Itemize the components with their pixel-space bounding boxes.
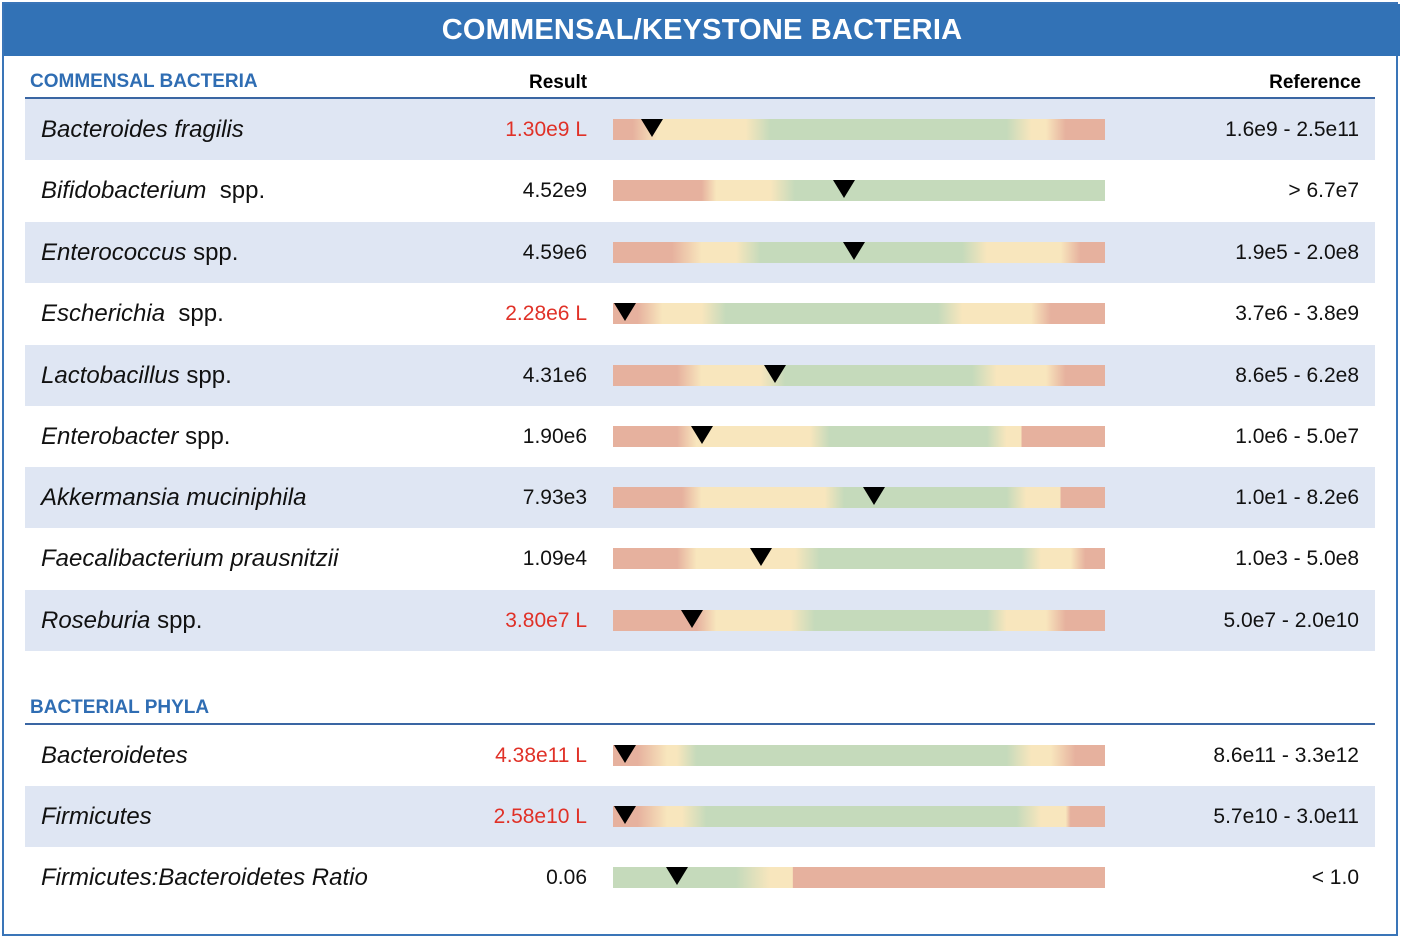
- organism-suffix: spp.: [206, 177, 266, 204]
- organism-genus: Bacteroides fragilis: [41, 116, 244, 143]
- result-value: 1.90e6: [522, 425, 587, 448]
- organism-suffix: spp.: [165, 300, 224, 327]
- organism-genus: Faecalibacterium prausnitzii: [41, 545, 339, 572]
- reference-range: 1.0e6 - 5.0e7: [1235, 425, 1359, 448]
- reference-range: 1.0e3 - 5.0e8: [1235, 547, 1359, 570]
- organism-genus: Akkermansia muciniphila: [41, 484, 307, 511]
- reference-range: 5.0e7 - 2.0e10: [1223, 609, 1359, 632]
- organism-name: Bacteroidetes: [41, 725, 188, 786]
- table-row: Akkermansia muciniphila 7.93e3 1.0e1 - 8.2…: [25, 467, 1375, 528]
- reference-range: 1.9e5 - 2.0e8: [1235, 241, 1359, 264]
- organism-genus: Enterococcus: [41, 239, 187, 266]
- organism-name: Bifidobacterium spp.: [41, 160, 265, 221]
- result-marker-icon: [690, 426, 713, 444]
- result-value: 2.28e6 L: [505, 302, 587, 325]
- organism-genus: Enterobacter: [41, 423, 179, 450]
- organism-genus: Bifidobacterium: [41, 177, 207, 204]
- organism-name: Lactobacillus spp.: [41, 345, 232, 406]
- result-marker-icon: [764, 365, 787, 383]
- organism-genus: Firmicutes: [41, 803, 152, 830]
- organism-genus: Escherichia: [41, 300, 166, 327]
- result-marker-icon: [833, 180, 856, 198]
- range-bar: [613, 426, 1105, 447]
- table-row: Firmicutes 2.58e10 L 5.7e10 - 3.0e11: [25, 786, 1375, 847]
- result-value: 0.06: [546, 866, 587, 889]
- table-row: Escherichia spp. 2.28e6 L 3.7e6 - 3.8e9: [25, 283, 1375, 344]
- result-marker-icon: [665, 867, 688, 885]
- organism-name: Firmicutes:Bacteroidetes Ratio: [41, 847, 368, 908]
- result-column-header: Result: [529, 72, 588, 93]
- reference-range: 8.6e11 - 3.3e12: [1213, 744, 1359, 767]
- table-row: Bifidobacterium spp. 4.52e9 > 6.7e7: [25, 160, 1375, 221]
- organism-genus: Lactobacillus: [41, 362, 180, 389]
- organism-suffix: spp.: [150, 607, 203, 634]
- organism-suffix: spp.: [186, 239, 239, 266]
- table-row: Bacteroidetes 4.38e11 L 8.6e11 - 3.3e12: [25, 725, 1375, 786]
- organism-name: Roseburia spp.: [41, 590, 202, 651]
- organism-name: Faecalibacterium prausnitzii: [41, 528, 338, 589]
- reference-range: > 6.7e7: [1288, 179, 1359, 202]
- organism-name: Enterococcus spp.: [41, 222, 238, 283]
- result-marker-icon: [641, 119, 664, 137]
- reference-range: 1.6e9 - 2.5e11: [1225, 118, 1359, 141]
- section-title-phyla: BACTERIAL PHYLA: [30, 697, 210, 718]
- organism-name: Firmicutes: [41, 786, 152, 847]
- result-value: 2.58e10 L: [493, 805, 587, 828]
- table-row: Enterobacter spp. 1.90e6 1.0e6 - 5.0e7: [25, 406, 1375, 467]
- reference-range: 8.6e5 - 6.2e8: [1235, 364, 1359, 387]
- range-bar: [613, 487, 1105, 508]
- panel-title: COMMENSAL/KEYSTONE BACTERIA: [4, 4, 1400, 56]
- section-divider: [25, 97, 1375, 99]
- organism-name: Bacteroides fragilis: [41, 99, 244, 160]
- range-bar: [613, 119, 1105, 140]
- table-row: Firmicutes:Bacteroidetes Ratio 0.06 < 1.0: [25, 847, 1375, 908]
- reference-range: 1.0e1 - 8.2e6: [1235, 486, 1359, 509]
- result-value: 1.30e9 L: [505, 118, 587, 141]
- organism-name: Escherichia spp.: [41, 283, 224, 344]
- section-divider: [25, 723, 1375, 725]
- result-marker-icon: [749, 548, 772, 566]
- organism-genus: Firmicutes:Bacteroidetes Ratio: [41, 864, 368, 891]
- reference-column-header: Reference: [1269, 72, 1361, 93]
- result-marker-icon: [680, 610, 703, 628]
- section-title-commensal: COMMENSAL BACTERIA: [30, 71, 258, 92]
- range-bar: [613, 745, 1105, 766]
- result-value: 4.31e6: [522, 364, 587, 387]
- table-row: Bacteroides fragilis 1.30e9 L 1.6e9 - 2.5e…: [25, 99, 1375, 160]
- result-marker-icon: [843, 242, 866, 260]
- result-value: 3.80e7 L: [505, 609, 587, 632]
- table-row: Faecalibacterium prausnitzii 1.09e4 1.0e3 …: [25, 528, 1375, 589]
- organism-name: Akkermansia muciniphila: [41, 467, 306, 528]
- organism-suffix: spp.: [178, 423, 231, 450]
- table-row: Roseburia spp. 3.80e7 L 5.0e7 - 2.0e10: [25, 590, 1375, 651]
- result-value: 1.09e4: [522, 547, 587, 570]
- table-row: Lactobacillus spp. 4.31e6 8.6e5 - 6.2e8: [25, 345, 1375, 406]
- result-value: 4.38e11 L: [495, 744, 587, 767]
- range-bar: [613, 610, 1105, 631]
- range-bar: [613, 180, 1105, 201]
- organism-genus: Bacteroidetes: [41, 742, 188, 769]
- range-bar: [613, 548, 1105, 569]
- range-bar: [613, 242, 1105, 263]
- result-value: 4.59e6: [522, 241, 587, 264]
- result-marker-icon: [614, 303, 637, 321]
- reference-range: 3.7e6 - 3.8e9: [1235, 302, 1359, 325]
- range-bar: [613, 867, 1105, 888]
- organism-suffix: spp.: [179, 362, 232, 389]
- result-marker-icon: [862, 487, 885, 505]
- result-marker-icon: [614, 806, 637, 824]
- result-value: 4.52e9: [522, 179, 587, 202]
- reference-range: 5.7e10 - 3.0e11: [1213, 805, 1359, 828]
- reference-range: < 1.0: [1311, 866, 1359, 889]
- table-row: Enterococcus spp. 4.59e6 1.9e5 - 2.0e8: [25, 222, 1375, 283]
- organism-name: Enterobacter spp.: [41, 406, 230, 467]
- range-bar: [613, 365, 1105, 386]
- range-bar: [613, 806, 1105, 827]
- range-bar: [613, 303, 1105, 324]
- result-value: 7.93e3: [522, 486, 587, 509]
- result-marker-icon: [614, 745, 637, 763]
- organism-genus: Roseburia: [41, 607, 151, 634]
